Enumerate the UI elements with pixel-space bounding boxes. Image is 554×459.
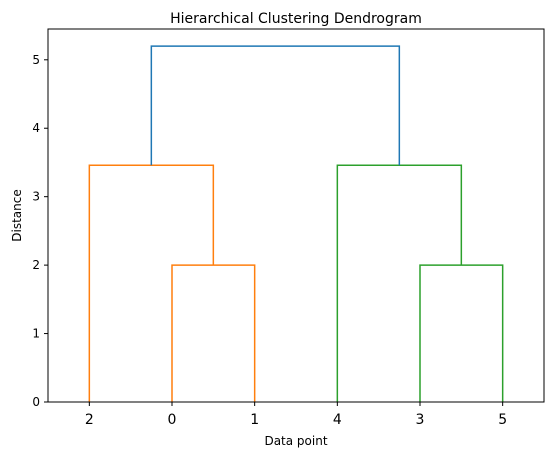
y-tick-label: 5 [32,53,40,67]
link-merge-4-35 [336,164,463,402]
plot-frame [47,28,545,403]
y-axis-label: Distance [10,189,24,241]
x-tick-label: 5 [498,412,507,428]
x-axis-label: Data point [264,434,327,448]
x-tick-label: 1 [250,412,259,428]
y-axis-ticks: 0 1 2 3 4 5 [32,53,48,409]
x-axis-ticks: 2 0 1 4 3 5 [85,402,507,428]
link-merge-0-1 [171,264,256,402]
x-tick-label: 3 [416,412,425,428]
x-tick-label: 2 [85,412,94,428]
y-tick-label: 0 [32,395,40,409]
link-merge-2-01 [88,164,215,402]
x-tick-label: 0 [168,412,177,428]
x-tick-label: 4 [333,412,342,428]
link-merge-3-5 [419,264,504,402]
link-merge-root [150,45,401,166]
y-tick-label: 4 [32,121,40,135]
y-tick-label: 3 [32,190,40,204]
chart-title: Hierarchical Clustering Dendrogram [170,11,422,27]
y-tick-label: 1 [32,327,40,341]
y-tick-label: 2 [32,258,40,272]
dendrogram-links [88,45,504,402]
